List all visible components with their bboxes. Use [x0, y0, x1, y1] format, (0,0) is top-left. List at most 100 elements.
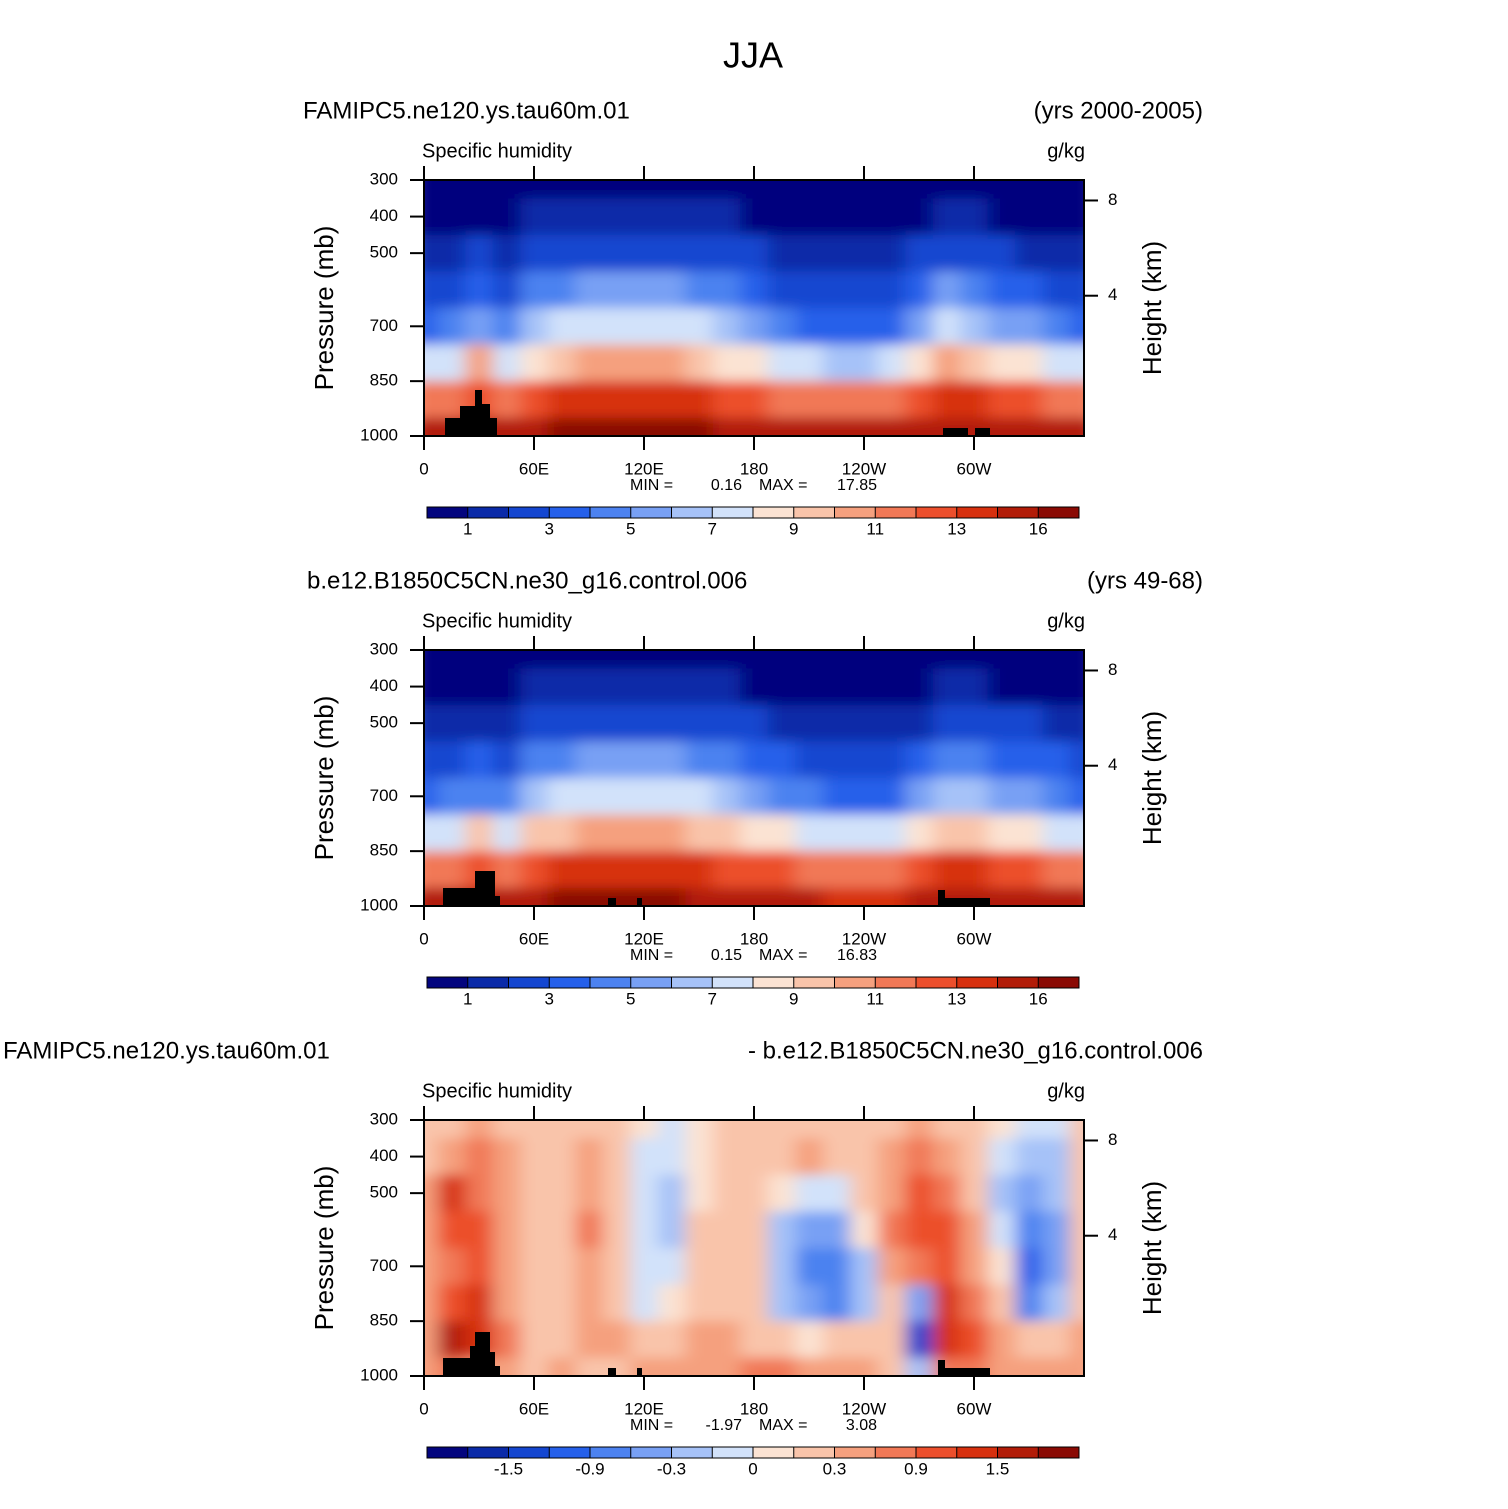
field-cell [547, 887, 576, 906]
field-cell [657, 1248, 686, 1286]
field-cell [424, 308, 439, 346]
field-cell [960, 344, 989, 382]
field-cell [685, 851, 714, 889]
field-cell [520, 1321, 549, 1359]
field-cell [767, 1211, 796, 1249]
field-cell [465, 271, 494, 309]
field-cell [822, 381, 851, 419]
field-cell [795, 417, 824, 436]
colorbar-box [997, 507, 1039, 518]
colorbar-box [997, 1447, 1039, 1458]
x-tick-label: 120W [842, 929, 886, 948]
field-cell [795, 308, 824, 346]
field-cell [822, 198, 851, 236]
field-cell [822, 308, 851, 346]
field-cell [492, 1138, 521, 1176]
field-cell [1070, 271, 1084, 309]
colorbar-box [793, 507, 835, 518]
field-cell [602, 234, 631, 272]
field-cell [424, 778, 439, 816]
field-cell [520, 668, 549, 706]
max-label: MAX = [759, 477, 807, 494]
field-cell [767, 668, 796, 706]
field-cell [602, 198, 631, 236]
field-cell [905, 851, 934, 889]
field-cell [932, 814, 961, 852]
field-cell [712, 344, 741, 382]
colorbar-label: -1.5 [494, 1459, 523, 1478]
y-tick-label: 400 [370, 676, 398, 695]
field-cell [987, 650, 1016, 669]
field-cell [767, 1357, 796, 1376]
colorbar-box [549, 507, 590, 518]
field-cell [960, 1321, 989, 1359]
field-cell [767, 1321, 796, 1359]
field-cell [492, 417, 521, 436]
field-cell [630, 1174, 659, 1212]
colorbar-box [712, 977, 753, 988]
field-cell [465, 344, 494, 382]
field-cell [520, 198, 549, 236]
field-cell [547, 180, 576, 199]
field-cell [850, 887, 879, 906]
land-mask [495, 1366, 500, 1376]
field-cell [795, 1284, 824, 1322]
field-cell [932, 851, 961, 889]
field-cell [465, 1174, 494, 1212]
y2-tick-label: 8 [1108, 1130, 1117, 1149]
colorbar-box [834, 977, 876, 988]
field-cell [1042, 1357, 1071, 1376]
field-cell [850, 650, 879, 669]
field-cell [767, 778, 796, 816]
colorbar-label: -0.3 [657, 1459, 686, 1478]
colorbar-box [549, 977, 590, 988]
field-cell [822, 851, 851, 889]
field-cell [1070, 887, 1084, 906]
field-cell [492, 271, 521, 309]
y-tick-label: 700 [370, 786, 398, 805]
field-cell [932, 180, 961, 199]
min-label: MIN = [630, 477, 673, 494]
field-cell [630, 1248, 659, 1286]
colorbar-box [427, 507, 468, 518]
land-mask [443, 888, 475, 906]
field-cell [424, 417, 439, 436]
colorbar-label: 1 [463, 519, 472, 538]
colorbar-frame [426, 506, 1080, 519]
x-tick-label: 120E [624, 1399, 664, 1418]
field-cell [437, 1211, 466, 1249]
field-cell [822, 814, 851, 852]
x-tick-label: 120E [624, 459, 664, 478]
field-cell [657, 271, 686, 309]
field-cell [520, 650, 549, 669]
field-cell [465, 778, 494, 816]
field-cell [602, 778, 631, 816]
field-cell [547, 778, 576, 816]
field-cell [960, 271, 989, 309]
field-cell [905, 704, 934, 742]
field-cell [905, 741, 934, 779]
field-cell [795, 234, 824, 272]
field-cell [437, 668, 466, 706]
field-cell [424, 1174, 439, 1212]
field-cell [630, 381, 659, 419]
field-cell [602, 344, 631, 382]
field-cell [822, 234, 851, 272]
field-cell [740, 1321, 769, 1359]
field-cell [1070, 704, 1084, 742]
field-cell [424, 198, 439, 236]
land-mask [482, 404, 490, 436]
land-mask [945, 1368, 990, 1376]
field-cell [1042, 344, 1071, 382]
field-cell [465, 668, 494, 706]
field-cell [795, 271, 824, 309]
field-cell [630, 1284, 659, 1322]
field-cell [547, 198, 576, 236]
field-cell [630, 234, 659, 272]
field-cell [932, 741, 961, 779]
field-cell [685, 1357, 714, 1376]
x-tick-label: 120W [842, 459, 886, 478]
field-cell [657, 1120, 686, 1139]
field-cell [424, 887, 439, 906]
field-cell [767, 1138, 796, 1176]
